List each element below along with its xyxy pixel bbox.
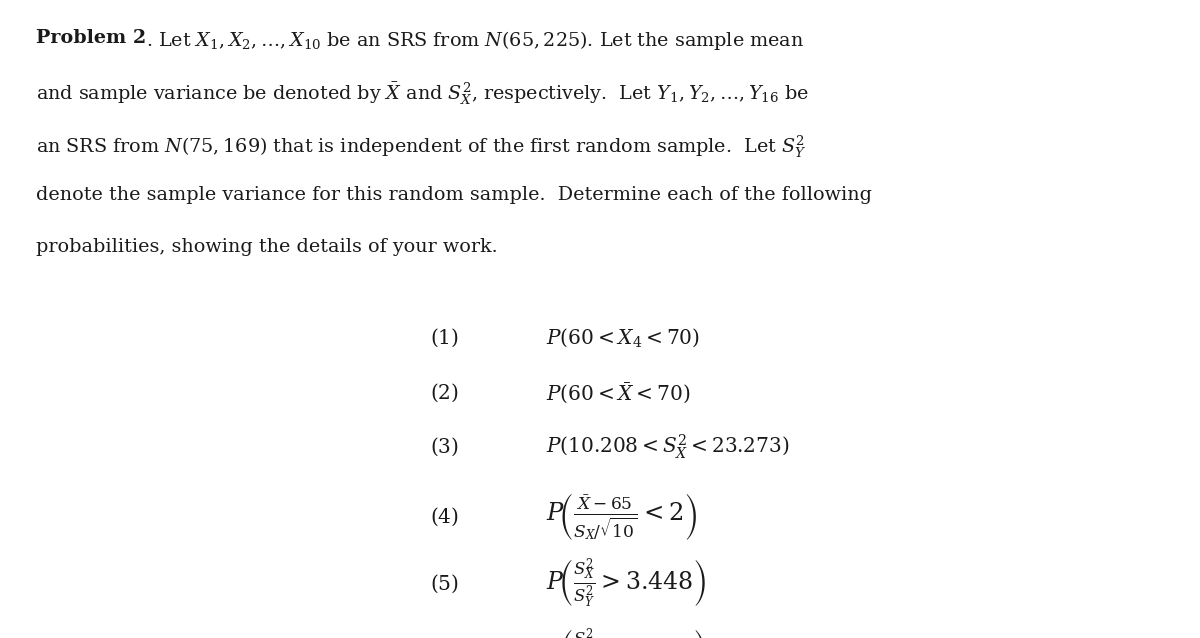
Text: $P(60 < X_4 < 70)$: $P(60 < X_4 < 70)$: [546, 327, 700, 350]
Text: probabilities, showing the details of your work.: probabilities, showing the details of yo…: [36, 238, 498, 256]
Text: $P\!\left(\frac{\bar{X} - 65}{S_X/\sqrt{10}} < 2\right)$: $P\!\left(\frac{\bar{X} - 65}{S_X/\sqrt{…: [546, 491, 697, 542]
Text: $(5)$: $(5)$: [430, 572, 458, 595]
Text: $(4)$: $(4)$: [430, 505, 458, 528]
Text: $(1)$: $(1)$: [430, 327, 458, 350]
Text: $P(10.208 < S_X^2 < 23.273)$: $P(10.208 < S_X^2 < 23.273)$: [546, 433, 790, 461]
Text: Problem 2: Problem 2: [36, 29, 146, 47]
Text: $P\!\left(\frac{S_X^2}{S_Y^2} > 3.448\right)$: $P\!\left(\frac{S_X^2}{S_Y^2} > 3.448\ri…: [546, 557, 707, 611]
Text: $P(60 < \bar{X} < 70)$: $P(60 < \bar{X} < 70)$: [546, 380, 690, 405]
Text: $P\!\left(\frac{S_Y^2}{S_X^2} > 3.448\right)$: $P\!\left(\frac{S_Y^2}{S_X^2} > 3.448\ri…: [546, 627, 707, 638]
Text: $(3)$: $(3)$: [430, 435, 458, 458]
Text: and sample variance be denoted by $\bar{X}$ and $S_X^2$, respectively.  Let $Y_1: and sample variance be denoted by $\bar{…: [36, 81, 809, 107]
Text: $(2)$: $(2)$: [430, 381, 458, 404]
Text: an SRS from $N(75, 169)$ that is independent of the first random sample.  Let $S: an SRS from $N(75, 169)$ that is indepen…: [36, 133, 806, 160]
Text: . Let $X_1, X_2, \ldots, X_{10}$ be an SRS from $N(65, 225)$. Let the sample mea: . Let $X_1, X_2, \ldots, X_{10}$ be an S…: [146, 29, 804, 52]
Text: denote the sample variance for this random sample.  Determine each of the follow: denote the sample variance for this rand…: [36, 186, 872, 204]
